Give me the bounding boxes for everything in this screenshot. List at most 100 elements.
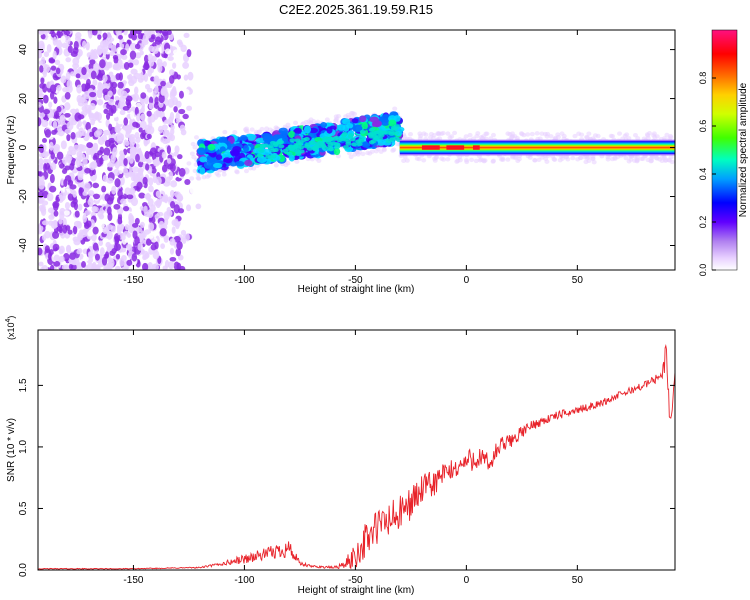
halo-speckle: [519, 131, 525, 137]
noise-speckle: [63, 30, 71, 36]
colorbar-tick-label: 0.8: [698, 72, 708, 85]
noise-speckle: [169, 238, 176, 246]
noise-speckle: [43, 64, 51, 73]
noise-speckle: [62, 217, 67, 227]
noise-speckle: [44, 245, 50, 253]
noise-speckle: [38, 191, 44, 199]
noise-speckle: [108, 71, 114, 77]
noise-speckle: [178, 90, 184, 99]
x-tick-label: -150: [123, 275, 143, 286]
noise-speckle: [176, 74, 181, 80]
noise-speckle: [154, 36, 162, 45]
noise-speckle: [107, 98, 115, 106]
noise-speckle: [92, 226, 99, 235]
halo-speckle: [505, 157, 511, 162]
signal-blob: [359, 129, 366, 134]
noise-speckle: [101, 30, 107, 34]
noise-speckle: [60, 140, 67, 150]
halo-speckle: [534, 131, 540, 136]
signal-blob: [272, 134, 282, 140]
noise-speckle: [173, 80, 180, 88]
noise-speckle: [123, 148, 128, 156]
noise-speckle: [56, 84, 62, 92]
noise-speckle: [38, 211, 42, 220]
noise-speckle: [166, 210, 173, 217]
spectrogram-xlabel: Height of straight line (km): [298, 284, 415, 295]
x-tick-label: -100: [234, 275, 254, 286]
colorbar-gradient: [711, 29, 738, 271]
noise-speckle: [70, 108, 77, 114]
noise-speckle: [92, 182, 100, 189]
signal-blob: [278, 154, 286, 163]
halo-speckle: [191, 154, 197, 160]
noise-speckle: [43, 30, 51, 34]
noise-speckle: [134, 43, 141, 50]
noise-speckle: [49, 185, 57, 193]
noise-speckle: [146, 209, 154, 218]
noise-speckle: [146, 133, 152, 140]
noise-speckle: [59, 210, 65, 221]
noise-speckle: [132, 230, 138, 240]
noise-speckle: [155, 190, 161, 198]
noise-speckle: [82, 213, 88, 223]
signal-blob: [380, 130, 387, 135]
noise-speckle: [52, 36, 57, 46]
noise-speckle: [83, 182, 91, 191]
halo-speckle: [408, 131, 414, 137]
noise-speckle: [101, 256, 108, 266]
noise-speckle: [107, 61, 113, 69]
noise-speckle: [41, 265, 49, 270]
noise-speckle: [40, 77, 45, 84]
signal-blob: [351, 142, 358, 147]
halo-speckle: [192, 145, 198, 150]
noise-speckle: [128, 155, 134, 164]
noise-speckle: [38, 170, 42, 176]
halo-speckle: [421, 131, 427, 136]
noise-speckle: [43, 162, 48, 173]
halo-speckle: [249, 127, 255, 132]
halo-speckle: [664, 132, 670, 138]
noise-speckle: [177, 195, 184, 202]
halo-speckle: [273, 163, 279, 168]
colorbar-tick-label: 0.6: [698, 120, 708, 133]
noise-speckle: [118, 34, 124, 40]
noise-speckle: [101, 185, 107, 193]
spectrogram-axes: -150 -100 -50 0 50 -40 -20 0 20 40: [18, 30, 675, 286]
halo-speckle: [551, 156, 557, 162]
noise-speckle: [122, 105, 130, 111]
noise-speckle: [58, 192, 66, 202]
noise-speckle: [135, 226, 143, 233]
noise-speckle: [80, 144, 87, 152]
noise-speckle: [130, 111, 135, 120]
halo-speckle: [514, 136, 520, 141]
noise-speckle: [153, 111, 159, 120]
halo-speckle: [475, 131, 481, 136]
signal-blob: [289, 138, 296, 143]
noise-speckle: [124, 130, 130, 139]
noise-speckle: [90, 161, 98, 169]
band-peak: [473, 145, 480, 150]
noise-speckle: [67, 193, 74, 201]
signal-blob: [381, 114, 391, 121]
noise-speckle: [125, 43, 130, 52]
noise-speckle: [128, 172, 136, 178]
noise-speckle: [66, 79, 73, 89]
halo-speckle: [421, 158, 427, 163]
noise-speckle: [135, 143, 140, 149]
halo-speckle: [221, 172, 227, 177]
halo-speckle: [532, 158, 538, 163]
noise-speckle: [173, 261, 180, 270]
halo-speckle: [585, 155, 591, 160]
halo-speckle: [251, 166, 257, 171]
noise-speckle: [97, 99, 104, 106]
noise-speckle: [113, 116, 119, 122]
noise-speckle: [152, 250, 160, 260]
noise-speckle: [104, 139, 111, 148]
halo-speckle: [590, 156, 596, 161]
noise-speckle: [88, 63, 94, 70]
signal-blob: [239, 134, 248, 142]
noise-speckle: [180, 229, 187, 236]
noise-speckle: [50, 111, 55, 119]
noise-speckle: [169, 190, 175, 198]
noise-speckle: [77, 175, 84, 181]
